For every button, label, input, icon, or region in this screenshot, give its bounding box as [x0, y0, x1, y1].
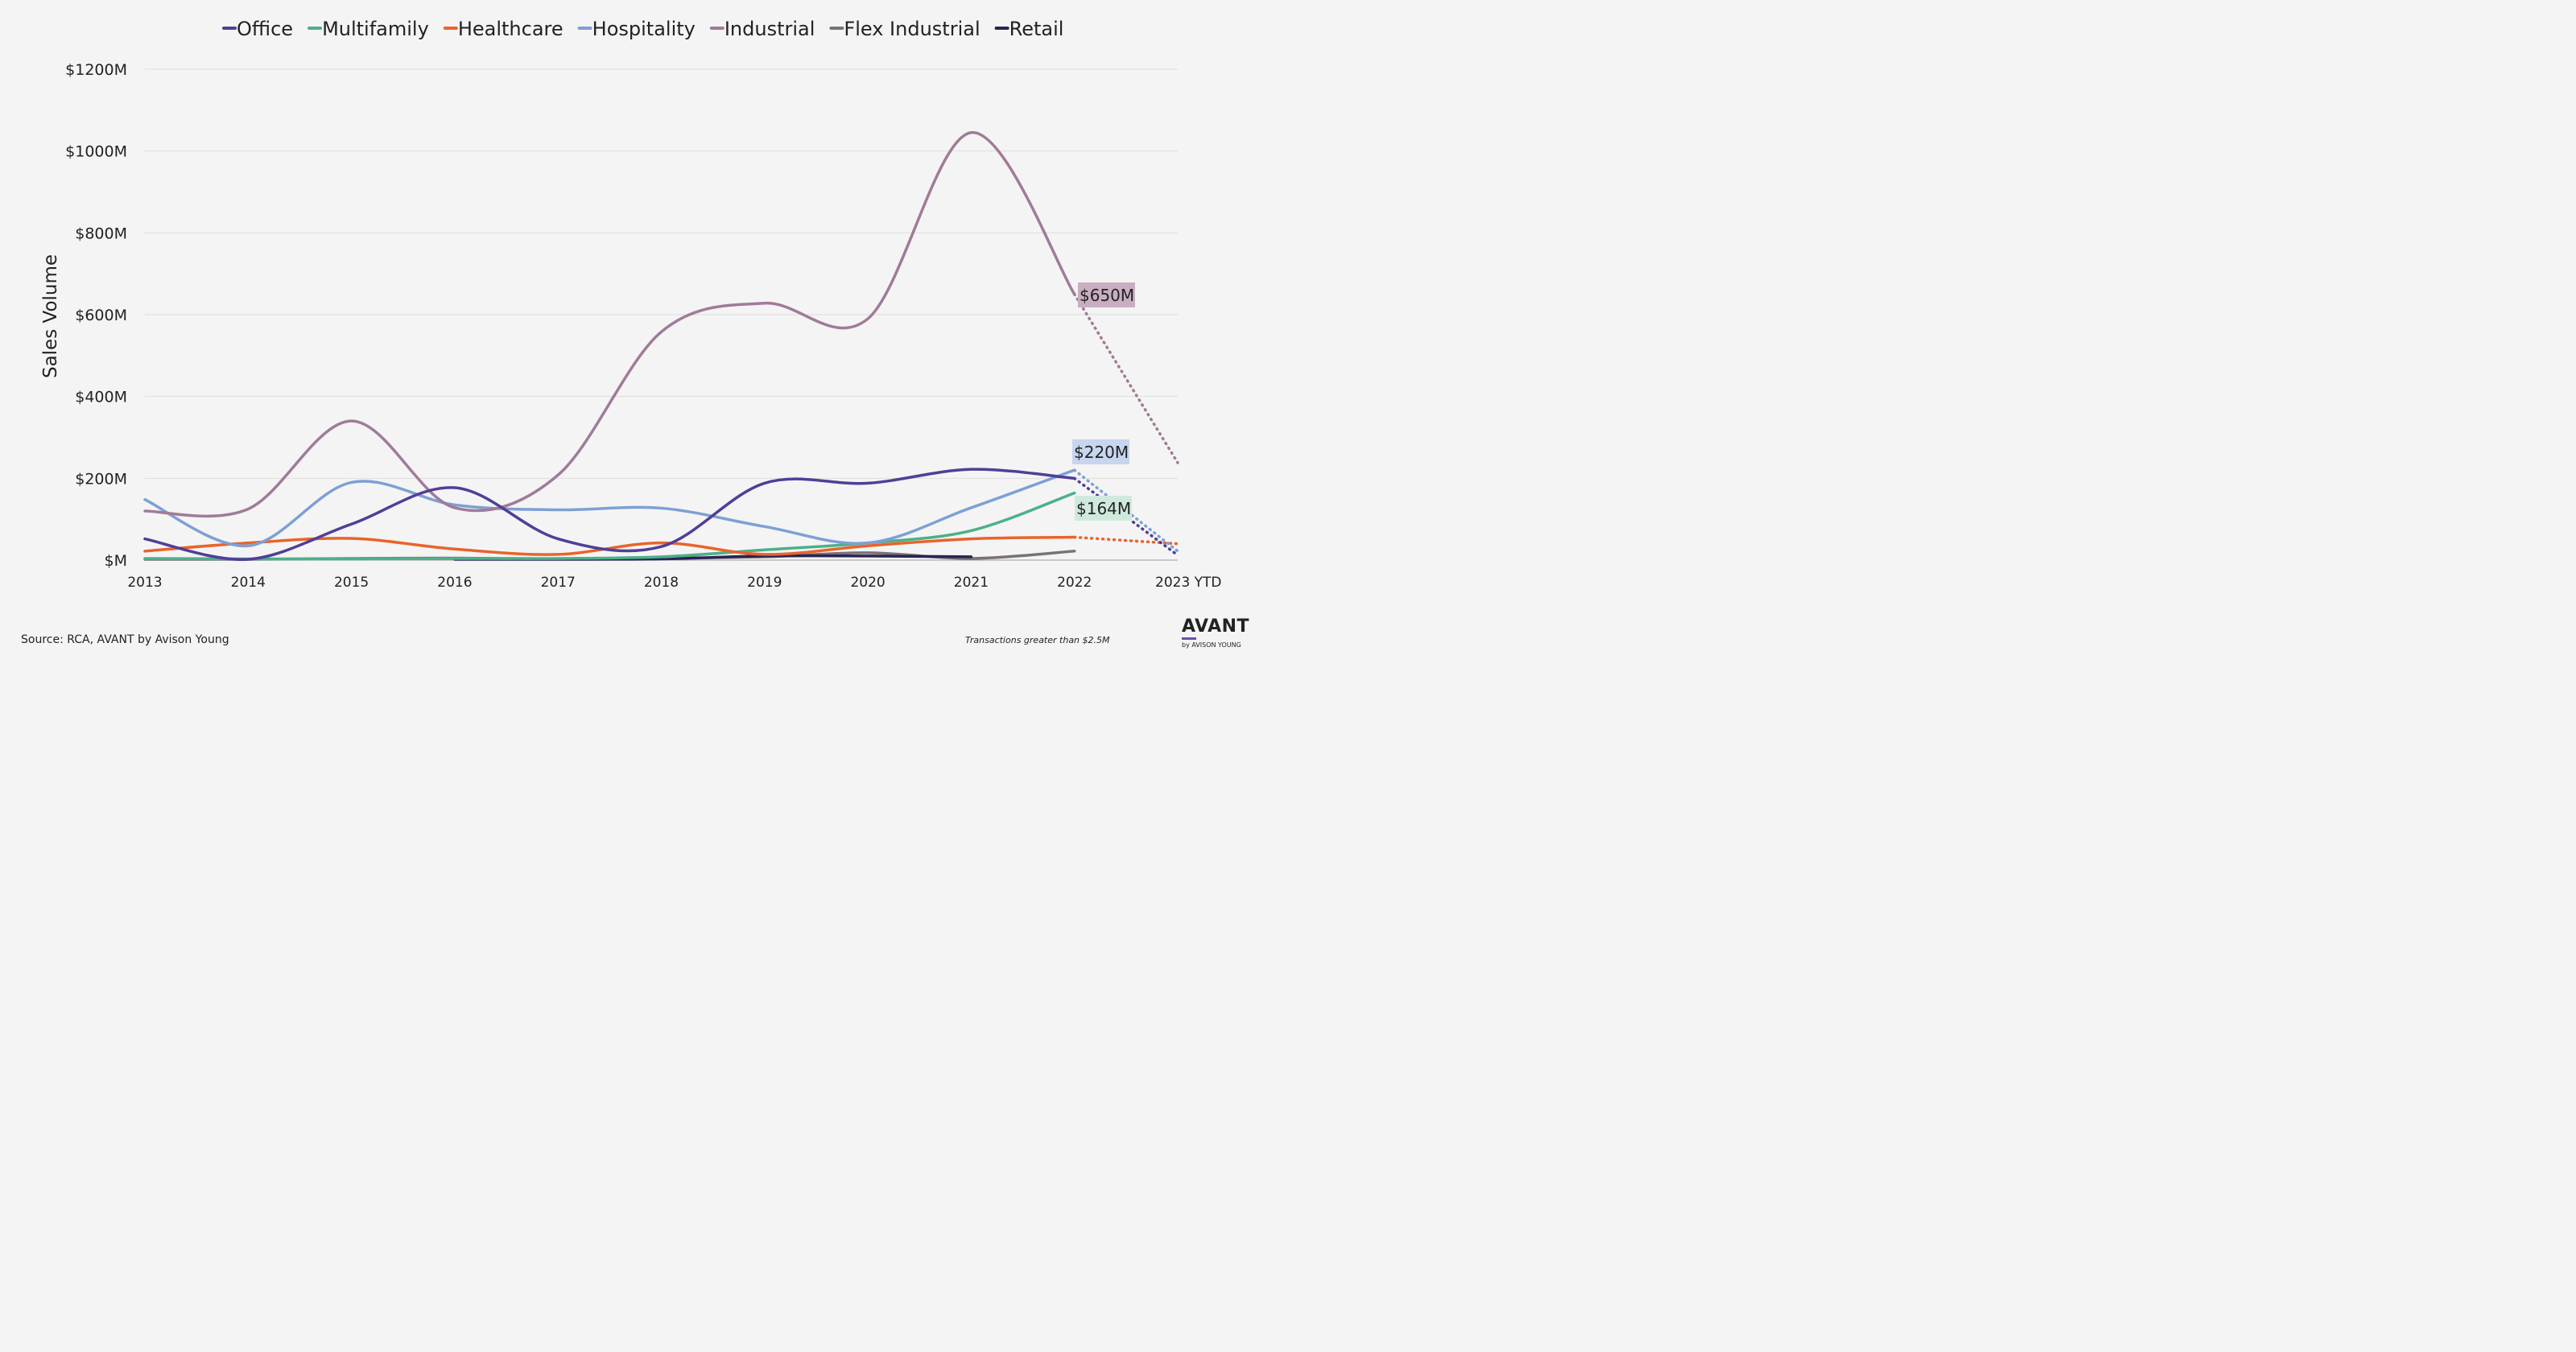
y-axis-ticks: $M $200M $400M $600M $800M $1000M $1200M — [65, 61, 127, 570]
legend-label-hospitality: Hospitality — [592, 18, 696, 40]
y-tick-label: $200M — [75, 470, 127, 488]
y-tick-label: $1200M — [65, 61, 127, 79]
series-line-office — [143, 468, 1076, 561]
callout-label-hospitality: $220M — [1074, 443, 1129, 462]
avant-logo: AVANT by AVISON YOUNG — [1182, 617, 1249, 649]
gridlines — [145, 68, 1178, 561]
series-lines — [143, 131, 1179, 561]
x-tick-label: 2022 — [1057, 575, 1092, 591]
legend-label-healthcare: Healthcare — [458, 18, 564, 40]
callout-label-multifamily: $164M — [1076, 499, 1131, 518]
x-tick-label: 2013 — [127, 575, 162, 591]
y-tick-label: $800M — [75, 225, 127, 242]
series-line-hospitality — [143, 468, 1076, 547]
x-tick-label: 2016 — [437, 575, 472, 591]
y-tick-label: $1000M — [65, 143, 127, 161]
x-tick-label: 2019 — [747, 575, 782, 591]
callout-box-multifamily — [1075, 496, 1132, 521]
y-tick-label: $M — [105, 552, 127, 570]
x-tick-label: 2017 — [541, 575, 576, 591]
logo-main-text: AVANT — [1182, 616, 1250, 637]
legend-label-multifamily: Multifamily — [322, 18, 429, 40]
logo-sub-text: by AVISON YOUNG — [1182, 641, 1241, 649]
y-tick-label: $400M — [75, 389, 127, 406]
legend-label-flex-industrial: Flex Industrial — [844, 18, 980, 40]
callout-box-hospitality — [1072, 439, 1129, 464]
legend-label-industrial: Industrial — [724, 18, 815, 40]
legend-label-office: Office — [237, 18, 293, 40]
x-tick-label: 2020 — [850, 575, 885, 591]
callouts: $650M $220M $164M — [1072, 282, 1135, 521]
series-line-industrial — [143, 131, 1076, 518]
callout-label-industrial: $650M — [1080, 286, 1134, 305]
y-axis-label: Sales Volume — [40, 254, 61, 378]
series-projection-hospitality — [1072, 468, 1179, 553]
x-axis-ticks: 2013 2014 2015 2016 2017 2018 2019 2020 2021 2022… — [127, 575, 1221, 591]
logo-accent-bar — [1182, 637, 1196, 640]
series-line-healthcare — [143, 535, 1076, 556]
series-line-multifamily — [143, 491, 1076, 561]
x-tick-label: 2023 YTD — [1155, 575, 1222, 591]
x-tick-label: 2015 — [334, 575, 369, 591]
series-projection-industrial — [1072, 292, 1179, 464]
legend-label-retail: Retail — [1009, 18, 1064, 40]
y-tick-label: $600M — [75, 307, 127, 324]
x-tick-label: 2021 — [954, 575, 989, 591]
legend: Office Multifamily Healthcare Hospitality In… — [222, 18, 1064, 40]
x-tick-label: 2014 — [231, 575, 266, 591]
callout-box-industrial — [1078, 282, 1135, 307]
sales-volume-chart: Office Multifamily Healthcare Hospitality In… — [40, 18, 1222, 591]
series-projection-office — [1072, 476, 1179, 557]
x-tick-label: 2018 — [644, 575, 679, 591]
source-note: Source: RCA, AVANT by Avison Young — [21, 633, 229, 646]
transactions-note: Transactions greater than $2.5M — [965, 635, 1110, 645]
